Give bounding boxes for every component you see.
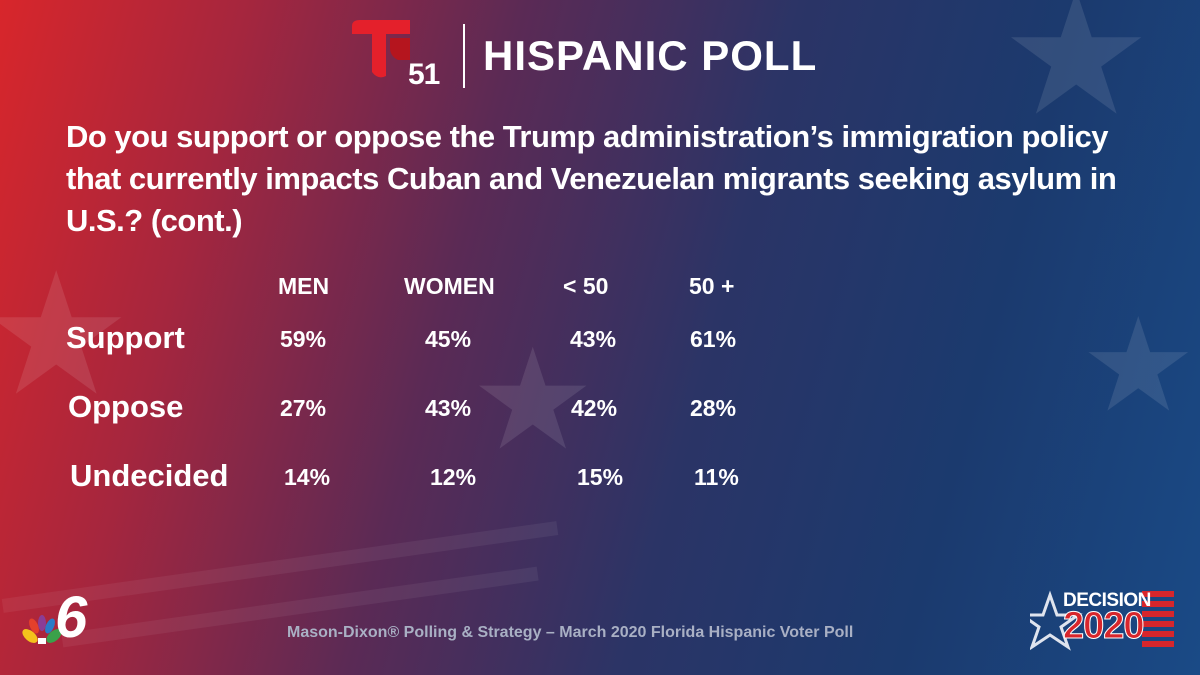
table-cell: 12%	[430, 464, 477, 490]
table-cell: 28%	[690, 395, 737, 421]
table-cell: 43%	[570, 326, 617, 352]
nbc6-logo: 6	[22, 585, 94, 650]
poll-title: HISPANIC POLL	[483, 32, 818, 79]
table-cell: 14%	[284, 464, 331, 490]
poll-question: Do you support or oppose the Trump admin…	[66, 119, 1117, 238]
decision-label: DECISION	[1063, 590, 1151, 611]
column-header-50-plus: 50 +	[689, 273, 735, 299]
poll-source: Mason-Dixon® Polling & Strategy – March …	[287, 624, 854, 641]
table-cell: 43%	[425, 395, 472, 421]
row-label-support: Support	[66, 320, 185, 355]
background-star-icon: ★	[0, 240, 133, 430]
table-cell: 59%	[280, 326, 327, 352]
table-cell: 61%	[690, 326, 737, 352]
decision-2020-logo: DECISION 2020	[1030, 587, 1176, 655]
table-cell: 27%	[280, 395, 327, 421]
table-cell: 42%	[571, 395, 618, 421]
background-star-icon: ★	[470, 321, 596, 478]
nbc-peacock-icon	[22, 615, 62, 644]
table-cell: 45%	[425, 326, 472, 352]
logo-number: 51	[408, 58, 440, 91]
row-label-undecided: Undecided	[70, 458, 229, 493]
background-star-icon: ★	[1080, 292, 1197, 438]
telemundo-logo-icon: 51	[352, 20, 447, 92]
table-cell: 15%	[577, 464, 624, 490]
header: 51 HISPANIC POLL	[352, 20, 817, 92]
column-header-women: WOMEN	[404, 273, 495, 299]
decision-year: 2020	[1063, 605, 1146, 647]
station-number: 6	[55, 585, 88, 650]
table-cell: 11%	[694, 464, 739, 490]
header-divider	[463, 24, 465, 88]
flag-stripes-icon	[1142, 591, 1174, 647]
background-star-icon: ★	[1000, 0, 1153, 150]
row-label-oppose: Oppose	[68, 389, 184, 424]
column-header-men: MEN	[278, 273, 330, 299]
decision-star-icon	[1030, 590, 1083, 651]
column-header-under-50: < 50	[563, 273, 609, 299]
